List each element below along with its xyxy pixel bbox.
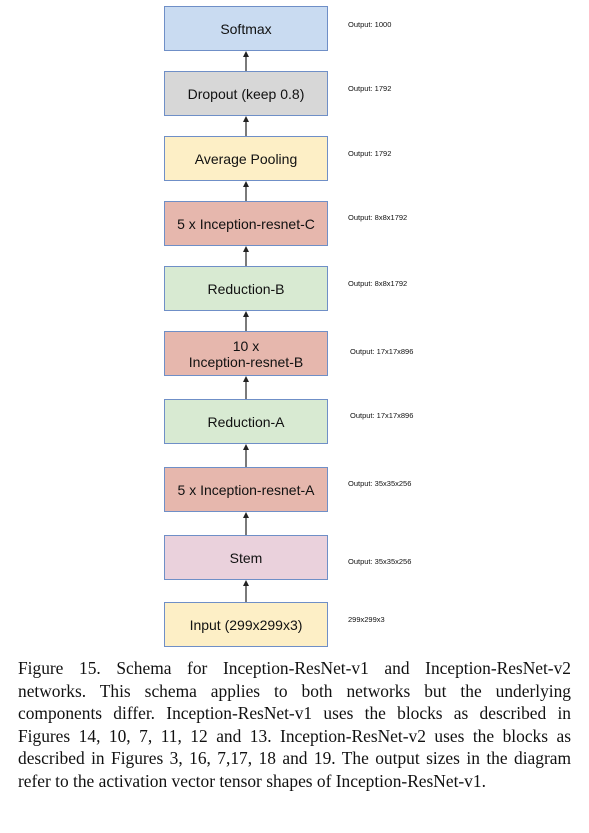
arrowhead (243, 444, 249, 450)
inception-resnet-c-block: 5 x Inception-resnet-C (164, 201, 328, 246)
reduction-a-block: Reduction-A (164, 399, 328, 444)
softmax-block: Softmax (164, 6, 328, 51)
input-block: Input (299x299x3) (164, 602, 328, 647)
arrowhead (243, 311, 249, 317)
reduction-b-block: Reduction-B (164, 266, 328, 311)
arrowhead (243, 512, 249, 518)
network-schema-diagram: Softmax Output: 1000 Dropout (keep 0.8) … (164, 6, 414, 647)
inception-resnet-a-block: 5 x Inception-resnet-A (164, 467, 328, 512)
dropout-output-label: Output: 1792 (348, 84, 392, 93)
reduction-b-output-label: Output: 8x8x1792 (348, 279, 408, 288)
inception-resnet-b-output-label: Output: 17x17x896 (350, 347, 414, 356)
arrowhead (243, 246, 249, 252)
figure-caption: Figure 15. Schema for Inception-ResNet-v… (18, 658, 571, 791)
connector-arrows (243, 51, 249, 602)
stem-output-label: Output: 35x35x256 (348, 557, 412, 566)
softmax-output-label: Output: 1000 (348, 20, 392, 29)
inception-resnet-a-output-label: Output: 35x35x256 (348, 479, 412, 488)
average-pooling-output-label: Output: 1792 (348, 149, 392, 158)
arrowhead (243, 116, 249, 122)
arrowhead (243, 376, 249, 382)
arrowhead (243, 51, 249, 57)
reduction-a-output-label: Output: 17x17x896 (350, 411, 414, 420)
arrowhead (243, 580, 249, 586)
inception-resnet-b-block: 10 x Inception-resnet-B (164, 331, 328, 376)
input-output-label: 299x299x3 (348, 615, 385, 624)
inception-resnet-c-output-label: Output: 8x8x1792 (348, 213, 408, 222)
dropout-block: Dropout (keep 0.8) (164, 71, 328, 116)
arrowhead (243, 181, 249, 187)
stem-block: Stem (164, 535, 328, 580)
average-pooling-block: Average Pooling (164, 136, 328, 181)
